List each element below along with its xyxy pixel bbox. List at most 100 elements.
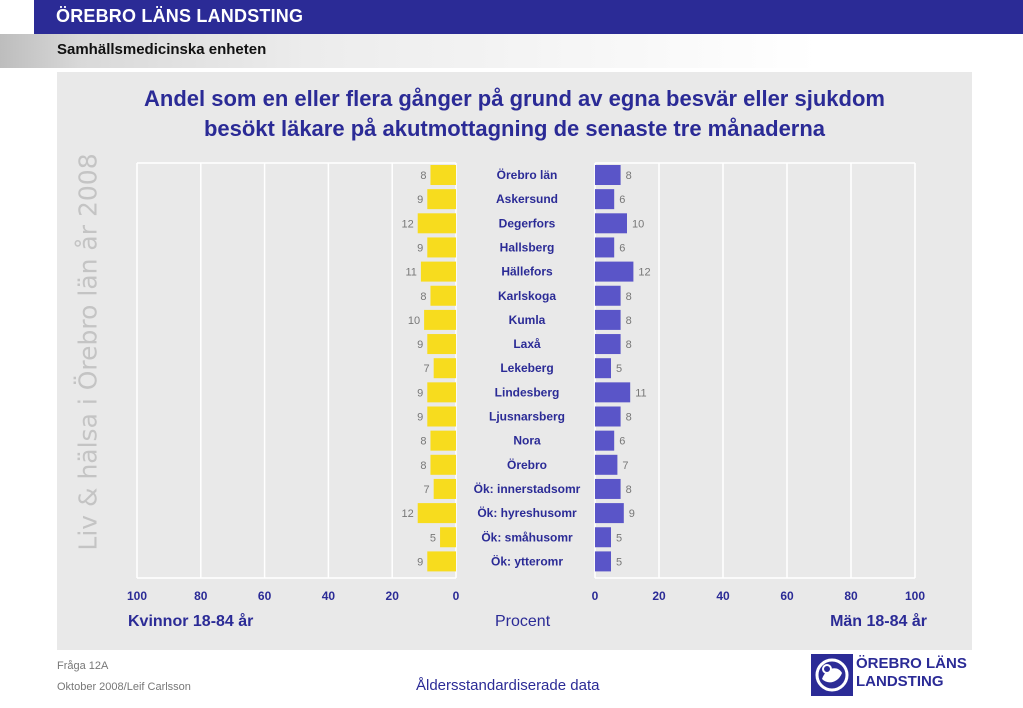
category-label: Nora [513,434,541,448]
women-bar [424,309,456,330]
right-tick-label: 20 [652,589,666,603]
men-value-label: 5 [616,556,622,568]
legend-men: Män 18-84 år [830,613,927,630]
org-title: ÖREBRO LÄNS LANDSTING [56,6,304,26]
women-bar [417,503,456,524]
category-label: Ök: ytteromr [491,553,563,568]
category-label: Lindesberg [495,385,560,399]
men-bar [595,334,621,355]
men-bar [595,430,615,451]
men-value-label: 5 [616,363,622,375]
right-tick-label: 0 [592,589,599,603]
chart-title: Andel som en eller flera gånger på grund… [57,84,972,144]
men-value-label: 8 [626,339,632,351]
men-bar [595,261,634,282]
women-bar [427,334,456,355]
men-value-label: 8 [626,170,632,182]
footer-note: Åldersstandardiserade data [416,677,600,694]
women-value-label: 9 [417,387,423,399]
unit-title: Samhällsmedicinska enheten [57,41,267,58]
right-tick-label: 80 [844,589,858,603]
header-corner [0,0,34,34]
men-value-label: 7 [622,460,628,472]
logo-text-line-1: ÖREBRO LÄNS [856,655,967,672]
legend-women: Kvinnor 18-84 år [128,613,254,630]
women-bar [427,237,456,258]
women-value-label: 11 [405,267,416,279]
women-bar [427,551,456,572]
men-bar [595,478,621,499]
men-bar [595,454,618,475]
women-value-label: 8 [420,460,426,472]
women-bar [430,285,456,306]
women-bar [427,189,456,210]
men-value-label: 6 [619,194,625,206]
men-bar [595,237,615,258]
category-label: Örebro län [497,167,558,182]
category-label: Askersund [496,192,558,206]
subheader-bar [0,34,1023,68]
men-value-label: 8 [626,412,632,424]
left-plot-area [137,163,456,578]
men-value-label: 8 [626,291,632,303]
men-bar [595,358,611,379]
men-bar [595,382,631,403]
men-value-label: 9 [629,508,635,520]
women-bar [433,358,456,379]
category-label: Ljusnarsberg [489,410,565,424]
women-value-label: 7 [424,363,430,375]
category-label: Lekeberg [500,361,553,375]
women-value-label: 8 [420,170,426,182]
right-plot-area [595,163,915,578]
women-bar [430,454,456,475]
chart-title-line-2: besökt läkare på akutmottagning de senas… [203,116,826,141]
women-value-label: 8 [420,291,426,303]
category-label: Ök: småhusomr [481,529,573,544]
question-number: Fråga 12A [57,660,109,672]
women-bar [427,382,456,403]
right-tick-label: 40 [716,589,730,603]
category-label: Hallsberg [500,240,555,254]
men-value-label: 8 [626,315,632,327]
women-bar [417,213,456,234]
chart-title-line-1: Andel som en eller flera gånger på grund… [144,86,885,111]
left-tick-label: 80 [194,589,208,603]
men-bar [595,285,621,306]
women-value-label: 9 [417,556,423,568]
right-tick-label: 100 [905,589,925,603]
women-value-label: 7 [424,484,430,496]
category-label: Ök: hyreshusomr [477,505,577,520]
category-label: Kumla [509,313,546,327]
category-label: Laxå [513,337,541,351]
women-bar [440,527,456,548]
category-label: Ök: innerstadsomr [474,481,581,496]
men-bar [595,189,615,210]
men-bar [595,503,624,524]
left-tick-label: 100 [127,589,147,603]
left-tick-label: 20 [386,589,400,603]
logo-text: ÖREBRO LÄNS LANDSTING [856,655,967,691]
men-value-label: 11 [635,387,646,399]
logo-text-line-2: LANDSTING [856,673,944,690]
left-tick-label: 40 [322,589,336,603]
men-bar [595,213,627,234]
men-value-label: 6 [619,436,625,448]
date-author: Oktober 2008/Leif Carlsson [57,681,191,693]
women-bar [420,261,456,282]
category-label: Hällefors [501,265,553,279]
women-value-label: 10 [408,315,420,327]
men-bar [595,551,611,572]
men-value-label: 5 [616,532,622,544]
men-bar [595,309,621,330]
women-bar [427,406,456,427]
women-value-label: 5 [430,532,436,544]
women-bar [430,165,456,185]
men-value-label: 8 [626,484,632,496]
right-tick-label: 60 [780,589,794,603]
women-value-label: 9 [417,412,423,424]
landsting-logo-icon [811,654,853,696]
women-value-label: 12 [401,218,413,230]
women-bar [430,430,456,451]
men-value-label: 6 [619,242,625,254]
